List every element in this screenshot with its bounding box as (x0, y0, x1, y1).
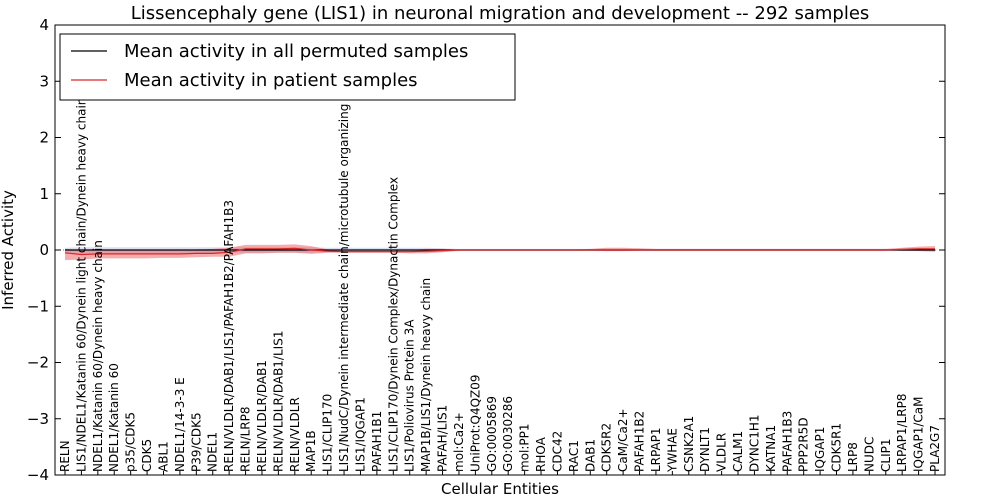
x-tick-label: CDK5 (140, 439, 154, 472)
x-tick-label: mol:PP1 (518, 423, 532, 472)
x-tick-labels: RELN LIS1/NDEL1/Katanin 60/Dynein light c… (58, 61, 942, 473)
x-tick-label: UniProt:Q4QZ09 (468, 374, 482, 472)
x-tick-label: KATNA1 (764, 425, 778, 472)
x-tick-label: RELN/VLDLR/DAB1/LIS1/PAFAH1B2/PAFAH1B3 (222, 200, 236, 472)
x-tick-label: CLIP1 (879, 439, 893, 472)
x-tick-label: LIS1/CLIP170/Dynein Complex/Dynactin Com… (386, 177, 400, 472)
y-tick-label: −4 (27, 466, 49, 484)
x-tick-label: LIS1/CLIP170 (321, 394, 335, 472)
x-tick-label: DAB1 (583, 439, 597, 472)
x-tick-label: LIS1/IQGAP1 (354, 397, 368, 472)
x-tick-label: CDK5R1 (830, 423, 844, 472)
x-tick-label: RHOA (534, 436, 548, 472)
legend-label-permuted: Mean activity in all permuted samples (124, 41, 468, 62)
x-tick-label: GO:0005869 (485, 396, 499, 472)
x-tick-label: VLDLR (715, 433, 729, 472)
plot-frame (54, 24, 946, 476)
x-tick-label: LRPAP1 (649, 427, 663, 472)
x-tick-label: RAC1 (567, 440, 581, 472)
legend-label-patient: Mean activity in patient samples (124, 70, 418, 91)
x-tick-label: MAP1B/LIS1/Dynein heavy chain (419, 278, 433, 472)
x-tick-label: NDEL1/Katanin 60/Dynein heavy chain (91, 240, 105, 472)
x-tick-label: IQGAP1/CaM (912, 397, 926, 473)
x-tick-label: PLA2G7 (928, 425, 942, 472)
y-tick-label: 0 (39, 241, 49, 259)
x-tick-label: CALM1 (731, 431, 745, 472)
x-tick-label: RELN (58, 440, 72, 472)
x-tick-label: LIS1/NDEL1/Katanin 60/Dynein light chain… (74, 98, 88, 472)
series-lines (64, 247, 935, 256)
x-tick-label: CaM/Ca2+ (616, 408, 630, 472)
x-tick-label: NDEL1/Katanin 60 (107, 363, 121, 472)
y-axis-ticks: −4 −3 −2 −1 0 1 2 3 4 (27, 16, 945, 484)
y-tick-label: 4 (39, 16, 49, 34)
y-tick-label: −3 (27, 410, 49, 428)
x-tick-label: NDEL1/14-3-3 E (173, 377, 187, 472)
y-tick-label: 1 (39, 185, 49, 203)
x-tick-label: PPP2R5D (797, 417, 811, 472)
x-tick-label: RELN/LRP8 (239, 406, 253, 472)
x-tick-label: ABL1 (157, 441, 171, 472)
x-tick-label: CDK5R2 (600, 423, 614, 472)
x-tick-label: YWHAE (665, 428, 679, 473)
x-tick-label: LIS1/NudC/Dynein intermediate chain/micr… (337, 61, 351, 472)
x-tick-label: PAFAH1B2 (633, 411, 647, 472)
legend: Mean activity in all permuted samples Me… (59, 33, 516, 101)
x-tick-label: LRPAP1/LRP8 (895, 393, 909, 472)
x-tick-label: IQGAP1 (813, 427, 827, 472)
series-line-patient (64, 247, 935, 256)
x-tick-label: mol:Ca2+ (452, 412, 466, 472)
y-tick-label: −1 (27, 297, 49, 315)
x-tick-label: p35/CDK5 (124, 412, 138, 472)
band-patient (65, 244, 935, 261)
x-tick-label: CDC42 (551, 431, 565, 472)
x-tick-label: NDEL1 (206, 432, 220, 472)
x-tick-label: MAP1B (304, 430, 318, 472)
x-tick-label: LRP8 (846, 442, 860, 472)
x-tick-label: GO:0030286 (501, 396, 515, 472)
x-tick-label: NUDC (862, 437, 876, 472)
legend-box (59, 33, 516, 101)
x-axis-label: Cellular Entities (441, 480, 559, 498)
confidence-bands (65, 244, 935, 261)
x-tick-label: PAFAH1B3 (780, 411, 794, 472)
x-tick-label: RELN/VLDLR/DAB1/LIS1 (271, 331, 285, 472)
y-axis-label: Inferred Activity (0, 190, 17, 310)
x-tick-label: RELN/VLDLR/DAB1 (255, 360, 269, 472)
y-tick-label: −2 (27, 354, 49, 372)
y-tick-label: 3 (39, 72, 49, 90)
x-tick-label: LIS1/Poliovirus Protein 3A (403, 319, 417, 472)
x-tick-label: RELN/VLDLR (288, 397, 302, 472)
y-tick-label: 2 (39, 129, 49, 147)
x-tick-label: PAFAH/LIS1 (436, 405, 450, 472)
x-tick-label: CSNK2A1 (682, 416, 696, 472)
x-tick-label: PAFAH1B1 (370, 411, 384, 472)
x-tick-label: P39/CDK5 (189, 412, 203, 472)
chart-title: Lissencephaly gene (LIS1) in neuronal mi… (131, 3, 870, 24)
x-tick-label: DYNC1H1 (747, 414, 761, 472)
x-tick-label: DYNLT1 (698, 427, 712, 472)
